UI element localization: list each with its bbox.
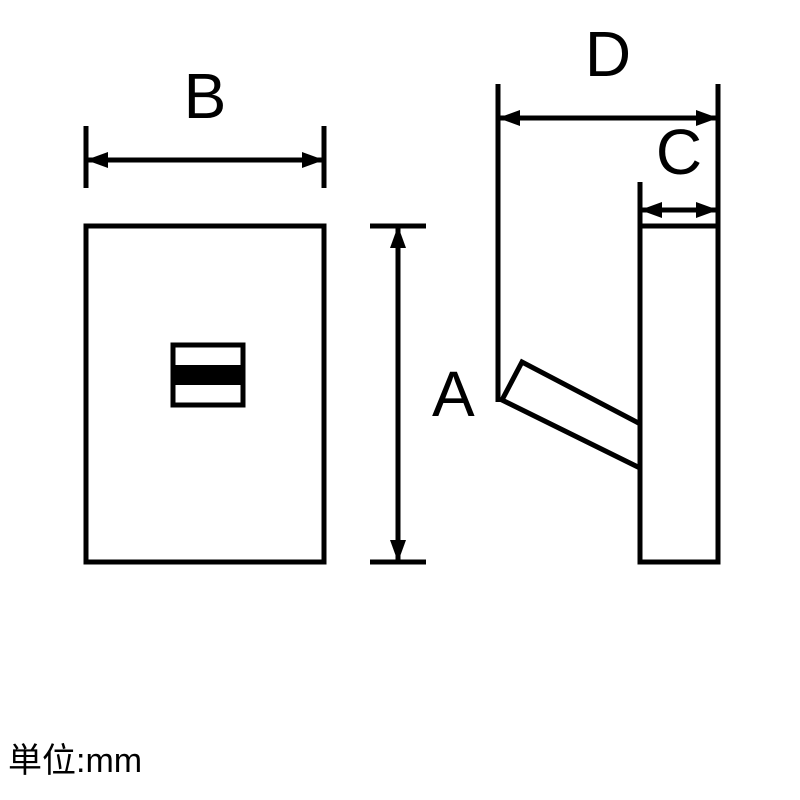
label-D: D bbox=[585, 18, 631, 90]
dimension-diagram: B A DC 単位:mm bbox=[0, 0, 800, 800]
side-body bbox=[640, 226, 718, 562]
label-A: A bbox=[432, 358, 475, 430]
switch-slot-bar bbox=[173, 365, 243, 385]
label-C: C bbox=[656, 116, 702, 188]
label-B: B bbox=[184, 60, 227, 132]
unit-label: 単位:mm bbox=[8, 742, 142, 780]
